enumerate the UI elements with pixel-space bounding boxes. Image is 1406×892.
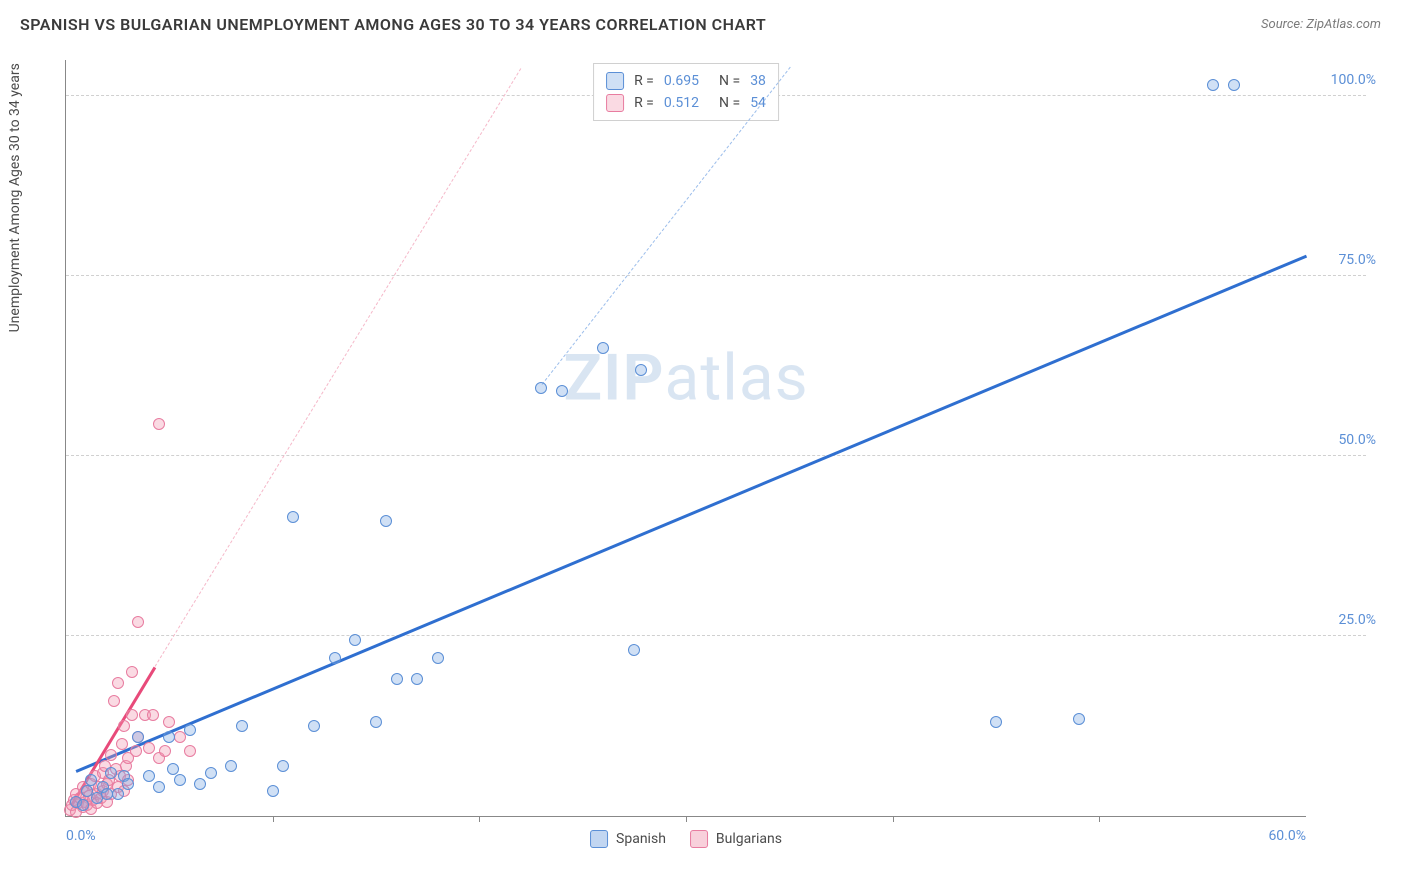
correlation-legend: R =0.695N =38R =0.512N =54	[593, 63, 779, 121]
x-tick	[686, 816, 687, 822]
legend-label: Spanish	[616, 831, 666, 847]
scatter-point	[126, 709, 138, 721]
plot-area: ZIPatlas 25.0%50.0%75.0%100.0%0.0%60.0%R…	[65, 60, 1306, 817]
scatter-point	[308, 720, 320, 732]
scatter-point	[163, 731, 175, 743]
legend-r-label: R =	[634, 95, 654, 111]
scatter-point	[349, 634, 361, 646]
scatter-point	[370, 716, 382, 728]
scatter-point	[132, 616, 144, 628]
scatter-point	[990, 716, 1002, 728]
trend-line	[76, 255, 1308, 773]
grid-line-horizontal	[66, 275, 1366, 276]
legend-r-label: R =	[634, 73, 654, 89]
scatter-point	[108, 695, 120, 707]
legend-item: Spanish	[590, 830, 666, 848]
legend-swatch	[590, 830, 608, 848]
scatter-point	[194, 778, 206, 790]
scatter-point	[184, 745, 196, 757]
scatter-point	[126, 666, 138, 678]
scatter-point	[1228, 79, 1240, 91]
chart-header: SPANISH VS BULGARIAN UNEMPLOYMENT AMONG …	[0, 0, 1406, 44]
scatter-point	[143, 770, 155, 782]
x-tick	[893, 816, 894, 822]
trend-line-dashed	[155, 67, 522, 666]
grid-line-horizontal	[66, 635, 1366, 636]
grid-line-horizontal	[66, 455, 1366, 456]
scatter-point	[116, 738, 128, 750]
series-legend: Spanish Bulgarians	[590, 830, 782, 848]
legend-swatch	[606, 94, 624, 112]
legend-n-label: N =	[719, 73, 740, 89]
legend-row: R =0.512N =54	[606, 92, 766, 114]
scatter-point	[236, 720, 248, 732]
scatter-point	[628, 644, 640, 656]
scatter-point	[597, 342, 609, 354]
scatter-point	[277, 760, 289, 772]
scatter-point	[287, 511, 299, 523]
watermark-light: atlas	[665, 340, 809, 415]
legend-label: Bulgarians	[716, 831, 782, 847]
scatter-point	[225, 760, 237, 772]
scatter-point	[159, 745, 171, 757]
x-tick	[273, 816, 274, 822]
legend-r-value: 0.512	[664, 95, 699, 111]
scatter-point	[130, 745, 142, 757]
x-tick-label: 0.0%	[66, 828, 96, 844]
scatter-point	[143, 742, 155, 754]
scatter-point	[112, 788, 124, 800]
scatter-point	[267, 785, 279, 797]
scatter-point	[411, 673, 423, 685]
y-tick-label: 100.0%	[1331, 72, 1376, 88]
scatter-point	[163, 716, 175, 728]
scatter-point	[391, 673, 403, 685]
legend-item: Bulgarians	[690, 830, 782, 848]
legend-row: R = 0.695 N = 38	[606, 70, 766, 92]
legend-n-value: 38	[750, 73, 766, 89]
scatter-point	[105, 767, 117, 779]
scatter-point	[77, 799, 89, 811]
scatter-point	[380, 515, 392, 527]
scatter-point	[1073, 713, 1085, 725]
scatter-point	[153, 418, 165, 430]
scatter-point	[535, 382, 547, 394]
y-axis-label: Unemployment Among Ages 30 to 34 years	[7, 63, 23, 332]
y-tick-label: 50.0%	[1338, 432, 1376, 448]
scatter-point	[432, 652, 444, 664]
legend-swatch	[606, 72, 624, 90]
scatter-point	[122, 778, 134, 790]
scatter-point	[132, 731, 144, 743]
scatter-point	[85, 774, 97, 786]
scatter-point	[112, 677, 124, 689]
scatter-point	[329, 652, 341, 664]
x-tick-label: 60.0%	[1268, 828, 1306, 844]
scatter-point	[635, 364, 647, 376]
scatter-point	[153, 781, 165, 793]
legend-swatch	[690, 830, 708, 848]
x-tick	[1099, 816, 1100, 822]
y-tick-label: 25.0%	[1338, 612, 1376, 628]
watermark-bold: ZIP	[563, 340, 664, 415]
scatter-point	[118, 720, 130, 732]
y-tick-label: 75.0%	[1338, 252, 1376, 268]
chart-source: Source: ZipAtlas.com	[1261, 17, 1381, 32]
legend-r-value: 0.695	[664, 73, 699, 89]
scatter-point	[147, 709, 159, 721]
scatter-point	[105, 749, 117, 761]
scatter-point	[205, 767, 217, 779]
scatter-point	[184, 724, 196, 736]
scatter-point	[1207, 79, 1219, 91]
legend-n-label: N =	[719, 95, 740, 111]
chart-container: Unemployment Among Ages 30 to 34 years Z…	[20, 45, 1386, 872]
scatter-point	[556, 385, 568, 397]
scatter-point	[174, 774, 186, 786]
x-tick	[479, 816, 480, 822]
chart-title: SPANISH VS BULGARIAN UNEMPLOYMENT AMONG …	[20, 15, 766, 34]
